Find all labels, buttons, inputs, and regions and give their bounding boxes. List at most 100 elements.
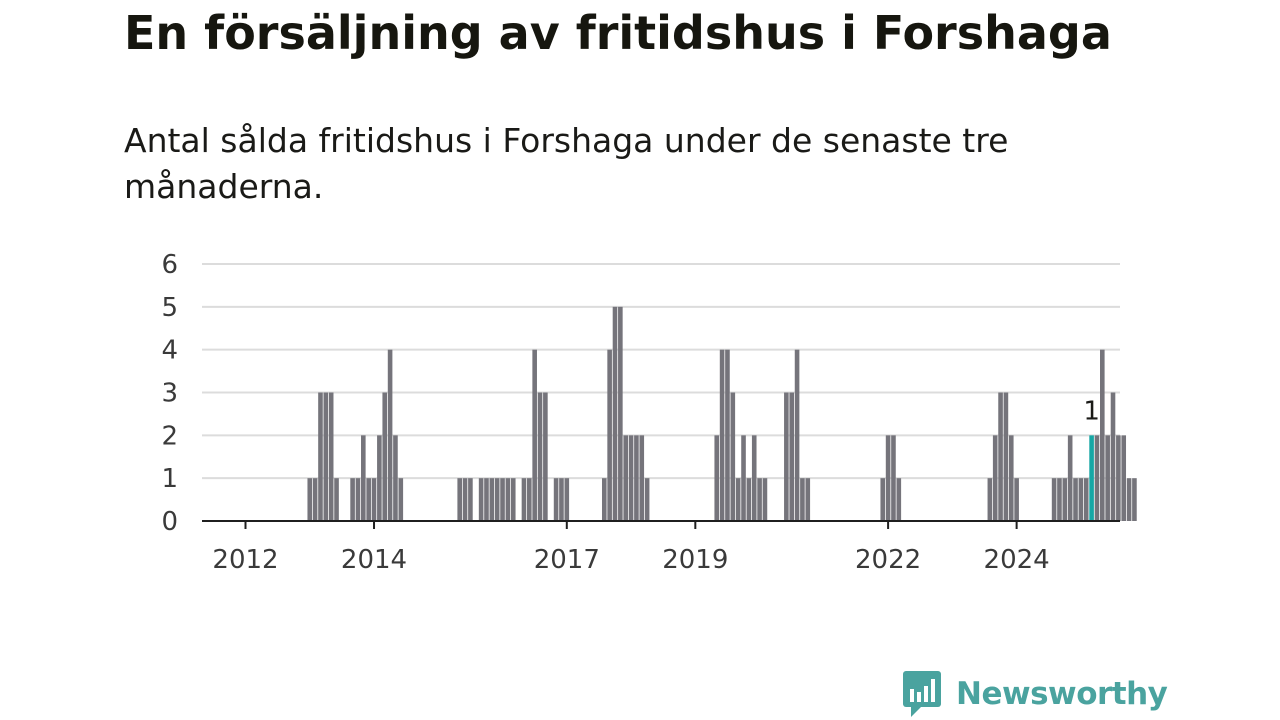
x-tick-label: 2017 bbox=[534, 545, 600, 575]
bar-2014-04 bbox=[387, 349, 393, 521]
bar-2020-09 bbox=[800, 478, 805, 521]
bar-highlight-2025-03 bbox=[1089, 435, 1094, 521]
bar-2017-11 bbox=[618, 306, 623, 521]
bar-2021-12 bbox=[880, 478, 886, 521]
bar-2013-11 bbox=[361, 435, 366, 521]
bar-2022-03 bbox=[896, 478, 902, 521]
bar-undefined bbox=[1110, 392, 1116, 521]
x-axis-tick-labels: 2012 2014 2017 2019 2022 2024 bbox=[212, 545, 1049, 575]
bar-2015-12 bbox=[494, 478, 500, 521]
bar-2016-05 bbox=[521, 478, 527, 521]
bar-2020-01 bbox=[757, 478, 762, 521]
x-axis bbox=[202, 520, 1120, 529]
bar-2024-12 bbox=[1073, 478, 1078, 521]
bar-2020-02 bbox=[762, 478, 768, 521]
bar-2024-09 bbox=[1057, 478, 1062, 521]
x-tick-label: 2014 bbox=[341, 545, 407, 575]
newsworthy-bar-chart-icon bbox=[903, 671, 941, 717]
bar-2013-02 bbox=[312, 478, 318, 521]
bars bbox=[307, 306, 1137, 521]
bar-2016-03 bbox=[510, 478, 516, 521]
bar-2023-11 bbox=[1003, 392, 1009, 521]
bar-2015-11 bbox=[489, 478, 495, 521]
y-tick-label: 5 bbox=[161, 293, 178, 323]
bar-2017-01 bbox=[564, 478, 570, 521]
bar-2019-10 bbox=[741, 435, 746, 521]
y-tick-label: 1 bbox=[161, 464, 178, 494]
bar-2014-01 bbox=[371, 478, 377, 521]
bar-2014-05 bbox=[393, 435, 398, 521]
bar-2013-06 bbox=[334, 478, 339, 521]
bar-2018-03 bbox=[639, 435, 645, 521]
bar-2025-02 bbox=[1083, 478, 1089, 521]
bar-2016-11 bbox=[553, 478, 559, 521]
y-tick-label: 3 bbox=[161, 379, 178, 409]
bar-2013-03 bbox=[318, 392, 323, 521]
bar-2015-09 bbox=[478, 478, 484, 521]
bar-2020-06 bbox=[784, 392, 789, 521]
x-tick-label: 2012 bbox=[212, 545, 278, 575]
bar-undefined bbox=[1100, 349, 1105, 521]
y-tick-label: 0 bbox=[161, 507, 178, 537]
bar-2016-09 bbox=[543, 392, 548, 521]
bar-2024-08 bbox=[1051, 478, 1057, 521]
bar-2017-12 bbox=[623, 435, 629, 521]
bar-2013-12 bbox=[366, 478, 371, 521]
bar-2022-01 bbox=[885, 435, 891, 521]
bar-2024-01 bbox=[1014, 478, 1019, 521]
bar-2019-07 bbox=[725, 349, 730, 521]
bar-2018-04 bbox=[644, 478, 650, 521]
y-tick-label: 4 bbox=[161, 336, 178, 366]
highlight-data-label: 1 bbox=[1083, 396, 1100, 426]
bar-2013-05 bbox=[328, 392, 334, 521]
bar-2023-10 bbox=[998, 392, 1003, 521]
chart-headline: En försäljning av fritidshus i Forshaga bbox=[124, 6, 1112, 60]
bar-undefined bbox=[1116, 435, 1121, 521]
bar-2017-09 bbox=[607, 349, 612, 521]
bar-2014-03 bbox=[382, 392, 388, 521]
bar-2015-05 bbox=[457, 478, 462, 521]
bar-2017-10 bbox=[612, 306, 618, 521]
bar-2020-10 bbox=[805, 478, 811, 521]
bar-2024-11 bbox=[1067, 435, 1073, 521]
data-labels: 1 bbox=[1083, 396, 1100, 426]
bar-2020-08 bbox=[794, 349, 800, 521]
bar-2013-01 bbox=[307, 478, 313, 521]
bar-2018-01 bbox=[628, 435, 634, 521]
bar-undefined bbox=[1126, 478, 1132, 521]
bar-2023-08 bbox=[987, 478, 993, 521]
bar-2023-12 bbox=[1008, 435, 1014, 521]
bar-2016-12 bbox=[559, 478, 564, 521]
bar-2023-09 bbox=[992, 435, 998, 521]
y-tick-label: 6 bbox=[161, 250, 178, 280]
bar-undefined bbox=[1132, 478, 1137, 521]
bar-2015-06 bbox=[462, 478, 468, 521]
bar-2022-02 bbox=[891, 435, 896, 521]
bar-2024-10 bbox=[1062, 478, 1068, 521]
newsworthy-wordmark: Newsworthy bbox=[956, 676, 1168, 712]
x-tick-label: 2022 bbox=[855, 545, 921, 575]
newsworthy-logo: Newsworthy bbox=[902, 670, 1168, 718]
bar-2020-07 bbox=[789, 392, 795, 521]
bar-2016-02 bbox=[505, 478, 511, 521]
bar-undefined bbox=[1121, 435, 1127, 521]
bar-undefined bbox=[1105, 435, 1110, 521]
bar-2016-08 bbox=[537, 392, 543, 521]
x-tick-label: 2019 bbox=[662, 545, 728, 575]
bar-2016-01 bbox=[500, 478, 505, 521]
bar-2017-08 bbox=[601, 478, 607, 521]
bar-2018-02 bbox=[634, 435, 639, 521]
chart-subtitle: Antal sålda fritidshus i Forshaga under … bbox=[124, 121, 1009, 206]
bar-2019-08 bbox=[730, 392, 736, 521]
bar-2025-01 bbox=[1078, 478, 1084, 521]
bar-2016-06 bbox=[527, 478, 532, 521]
bar-2014-02 bbox=[377, 435, 382, 521]
bar-2013-09 bbox=[350, 478, 355, 521]
bar-2014-06 bbox=[398, 478, 404, 521]
bar-2019-12 bbox=[751, 435, 757, 521]
bar-undefined bbox=[1094, 435, 1100, 521]
bar-2019-11 bbox=[746, 478, 752, 521]
bar-2013-10 bbox=[355, 478, 361, 521]
bar-2013-04 bbox=[323, 392, 329, 521]
